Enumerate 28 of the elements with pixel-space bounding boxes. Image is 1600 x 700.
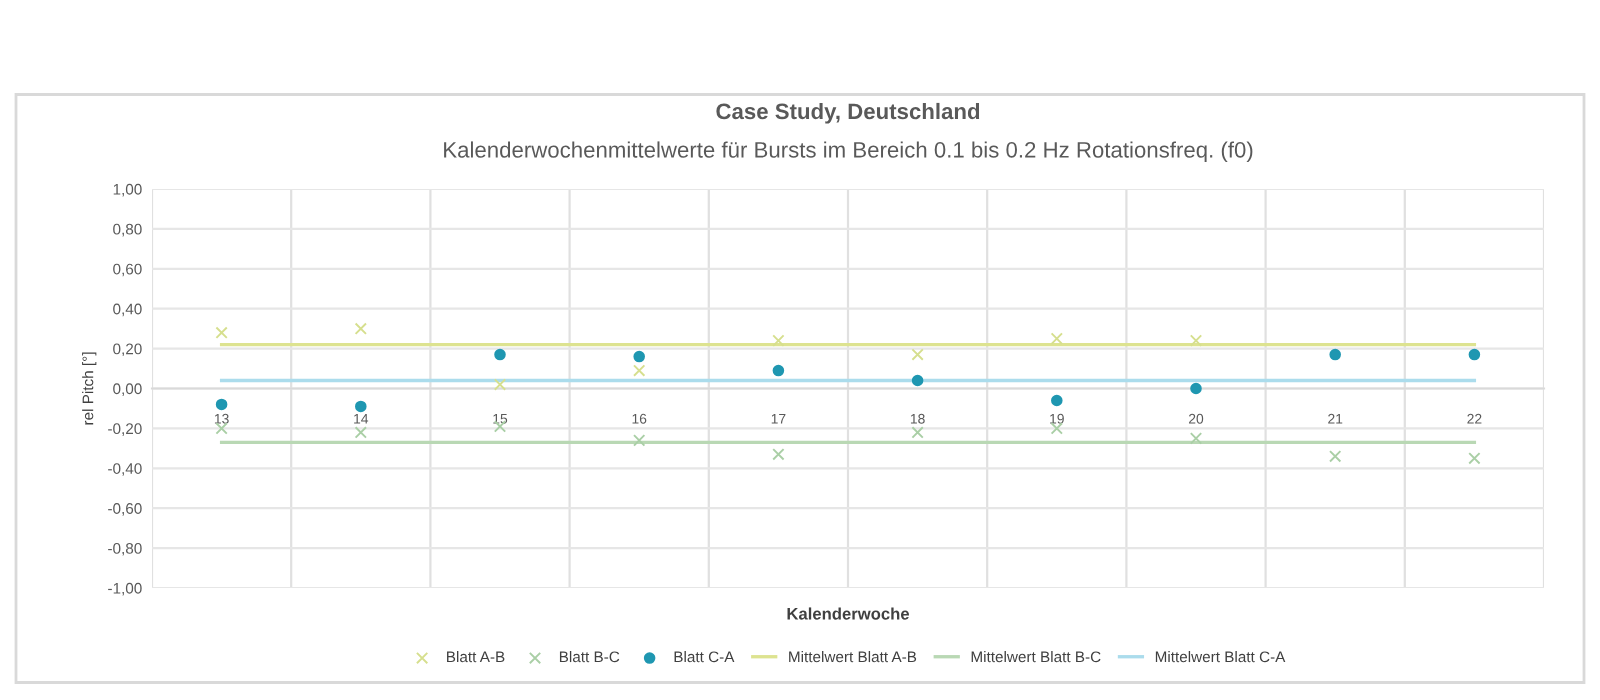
point [1051, 394, 1063, 407]
point [1050, 332, 1063, 345]
point [911, 374, 924, 387]
point [494, 348, 506, 361]
point [633, 350, 645, 363]
point [772, 334, 785, 347]
point [1189, 432, 1203, 445]
point [1189, 334, 1203, 347]
point [354, 322, 367, 335]
point [493, 378, 507, 391]
chart-subtitle: Kalenderwochenmittelwerte für Bursts im Bereich 0.1 bis 0.2 Hz Rotationsfreq. (f0) [444, 141, 1253, 163]
point [1190, 382, 1202, 395]
point [911, 348, 924, 361]
point [772, 364, 785, 377]
point [911, 426, 924, 439]
point [1329, 348, 1341, 361]
point [215, 398, 228, 411]
point [633, 364, 646, 377]
point [633, 434, 646, 447]
point [354, 426, 367, 439]
point [1329, 450, 1342, 463]
point [1468, 348, 1481, 361]
chart-title: Case Study, Deutschland [716, 102, 980, 124]
point [215, 326, 228, 339]
point [772, 448, 785, 461]
point [355, 400, 367, 413]
point [1468, 452, 1481, 465]
x-axis-title: Kalenderwoche [787, 607, 910, 620]
